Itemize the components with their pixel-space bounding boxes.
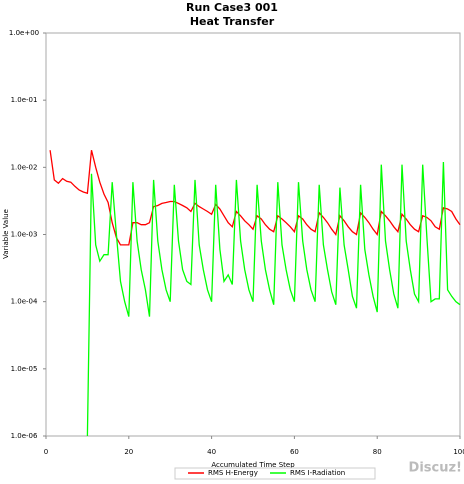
- y-tick-label: 1.0e+00: [9, 29, 39, 37]
- chart-title: Run Case3 001: [186, 1, 278, 14]
- x-tick-label: 0: [44, 448, 48, 456]
- plot-area: [45, 32, 461, 437]
- series-line: [49, 150, 461, 246]
- x-tick-label: 100: [453, 448, 464, 456]
- x-tick-label: 80: [373, 448, 382, 456]
- x-tick-label: 40: [207, 448, 216, 456]
- y-tick-label: 1.0e-01: [11, 96, 38, 104]
- legend-box: [174, 467, 376, 480]
- y-tick-label: 1.0e-06: [11, 432, 38, 440]
- x-tick-label: 60: [290, 448, 299, 456]
- x-axis-label: Accumulated Time Step: [211, 461, 295, 469]
- y-axis-label: Variable Value: [2, 209, 10, 259]
- legend-label: RMS H-Energy: [208, 469, 258, 477]
- legend-label: RMS I-Radiation: [290, 469, 345, 477]
- x-tick-label: 20: [124, 448, 133, 456]
- series-line: [86, 161, 461, 437]
- chart-subtitle: Heat Transfer: [190, 15, 275, 28]
- y-tick-label: 1.0e-03: [11, 231, 38, 239]
- y-tick-label: 1.0e-04: [11, 298, 38, 306]
- y-tick-label: 1.0e-05: [11, 365, 38, 373]
- y-tick-label: 1.0e-02: [11, 163, 38, 171]
- watermark: Discuz!: [409, 461, 462, 476]
